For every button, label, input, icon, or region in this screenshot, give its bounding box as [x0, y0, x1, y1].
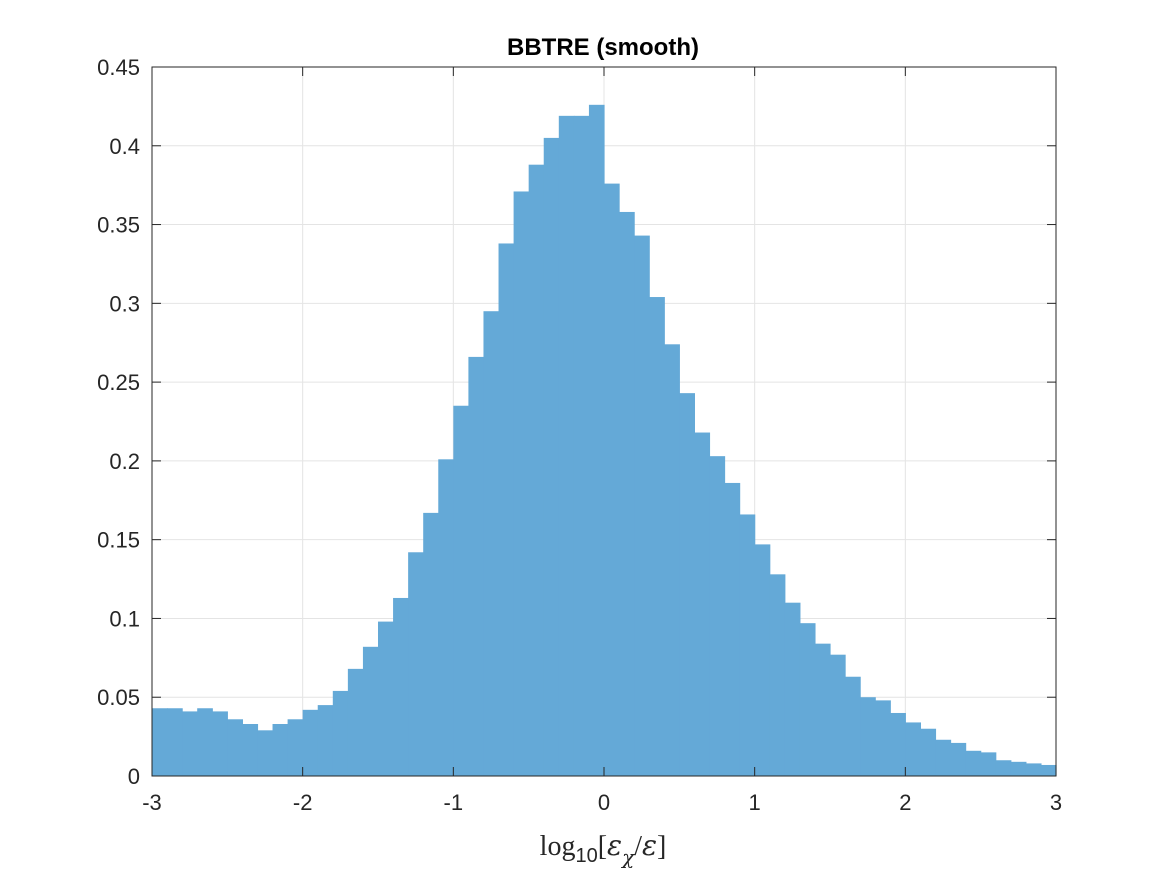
histogram-bar: [332, 690, 349, 776]
histogram-bar: [694, 432, 711, 776]
histogram-bar: [995, 760, 1012, 776]
histogram-bar: [739, 514, 756, 776]
histogram-bar: [588, 104, 605, 776]
x-tick-label: 2: [899, 790, 911, 815]
histogram-bar: [287, 719, 304, 776]
y-tick-label: 0.05: [97, 685, 140, 710]
y-tick-label: 0.2: [109, 449, 140, 474]
histogram-bar: [784, 602, 801, 776]
x-tick-label: -1: [444, 790, 464, 815]
histogram-bar: [257, 730, 274, 776]
x-axis-label-open-bracket: [: [598, 831, 607, 862]
x-axis-label-denominator: ε: [642, 829, 657, 862]
histogram-bar: [1025, 763, 1042, 776]
histogram-bar: [302, 709, 319, 776]
histogram-bar: [423, 512, 439, 776]
histogram-bar: [513, 191, 530, 777]
histogram-bar: [362, 646, 379, 776]
histogram-bar: [679, 393, 695, 776]
histogram-bar: [890, 712, 906, 776]
x-tick-label: -2: [293, 790, 313, 815]
histogram-bar: [227, 719, 243, 776]
x-axis-label-log: log: [540, 831, 576, 862]
x-axis-label-numerator-sub: χ: [620, 845, 636, 869]
histogram-bar: [965, 750, 982, 776]
histogram-bar: [769, 574, 786, 776]
histogram-bar: [1040, 764, 1057, 776]
histogram-bar: [980, 752, 997, 776]
histogram-bar: [483, 311, 500, 776]
histogram-bar: [528, 164, 545, 776]
histogram-bar: [830, 654, 846, 776]
histogram-bar: [709, 456, 726, 776]
x-axis-label-close-bracket: ]: [657, 831, 666, 862]
x-axis-label-slash: /: [634, 831, 642, 862]
histogram-bar: [317, 705, 334, 776]
histogram-bar: [468, 356, 485, 776]
y-tick-labels: 0 0.05 0.1 0.15 0.2 0.25 0.3 0.35 0.4 0.45: [97, 55, 140, 789]
y-tick-label: 0.25: [97, 370, 140, 395]
histogram-bar: [619, 211, 635, 776]
histogram-bar: [950, 742, 967, 776]
x-tick-label: 1: [749, 790, 761, 815]
histogram-bar: [152, 708, 168, 776]
histogram-bar: [799, 623, 816, 776]
histogram-bar: [543, 137, 560, 776]
histogram-bar: [408, 552, 424, 776]
histogram-bar: [664, 344, 680, 776]
histogram-bar: [649, 297, 665, 776]
chart-title: BBTRE (smooth): [507, 34, 699, 61]
histogram-bar: [347, 668, 364, 776]
histogram-bar: [498, 243, 515, 776]
y-tick-label: 0: [128, 764, 140, 789]
histogram-bar: [920, 728, 937, 776]
histogram-bar: [860, 697, 876, 776]
histogram-bar: [754, 544, 771, 776]
histogram-bar: [453, 405, 469, 776]
x-axis-label-numerator: ε: [607, 829, 622, 862]
histogram-bar: [604, 183, 620, 776]
histogram-bar: [182, 711, 198, 776]
y-tick-label: 0.45: [97, 55, 140, 80]
x-tick-labels: -3 -2 -1 0 1 2 3: [142, 790, 1062, 815]
x-axis-label: log10[εχ/ε]: [540, 829, 667, 869]
histogram-bar: [875, 700, 891, 776]
histogram-bar: [393, 597, 409, 776]
histogram-bar: [378, 621, 394, 776]
histogram-bar: [814, 643, 831, 776]
histogram-bar: [1010, 761, 1027, 776]
histogram-bar: [905, 722, 921, 776]
y-tick-label: 0.3: [109, 291, 140, 316]
histogram-bar: [573, 115, 590, 776]
y-tick-label: 0.35: [97, 213, 140, 238]
histogram-bar: [272, 724, 289, 776]
x-axis-label-log-base: 10: [575, 845, 597, 867]
y-tick-label: 0.1: [109, 606, 140, 631]
histogram-bar: [242, 724, 259, 776]
histogram-bar: [438, 459, 454, 776]
y-tick-label: 0.4: [109, 134, 140, 159]
axis-ticks: [151, 66, 1057, 777]
histogram-bar: [845, 676, 861, 776]
histogram-bar: [558, 115, 575, 776]
histogram-bar: [935, 739, 952, 776]
histogram-bar: [634, 235, 650, 776]
x-tick-label: 0: [598, 790, 610, 815]
x-tick-label: 3: [1050, 790, 1062, 815]
histogram-bar: [197, 708, 213, 776]
y-tick-label: 0.15: [97, 528, 140, 553]
histogram-bar: [724, 482, 741, 776]
x-tick-label: -3: [142, 790, 162, 815]
histogram-bar: [212, 711, 228, 776]
histogram-bars: [152, 104, 1057, 777]
histogram-bar: [167, 708, 183, 776]
